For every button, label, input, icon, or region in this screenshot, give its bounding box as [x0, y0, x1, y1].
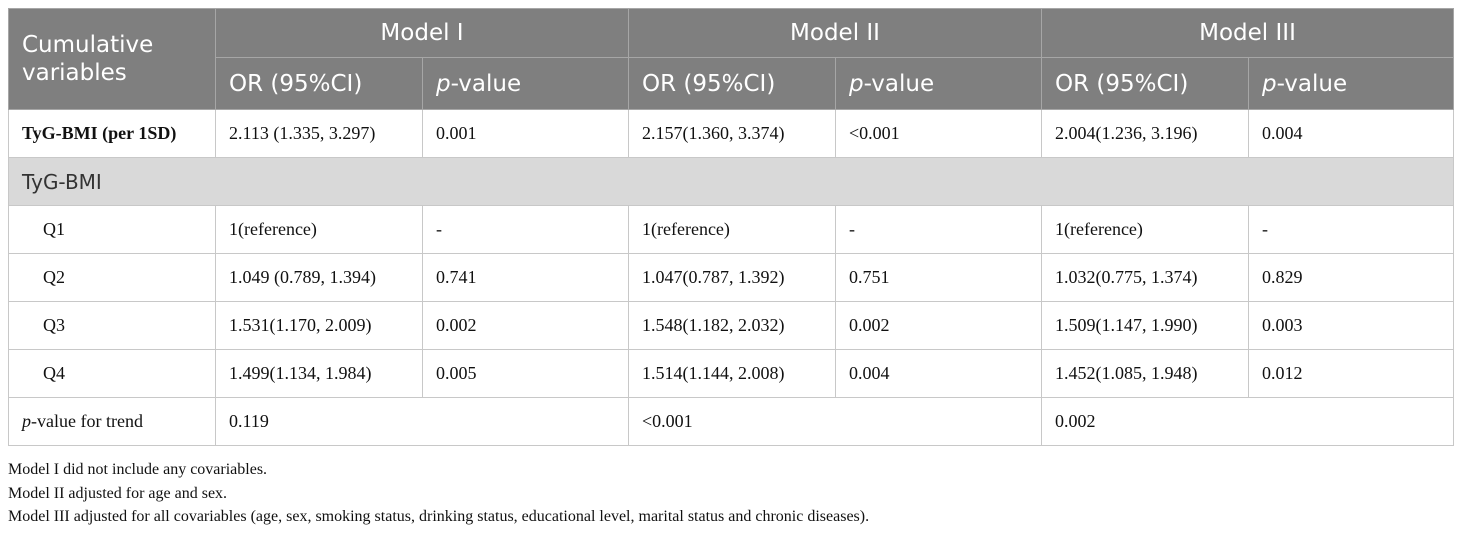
p-value-header-model-1: p-value [422, 57, 629, 110]
p-cell: 0.004 [835, 349, 1042, 398]
table-row-q2: Q2 1.049 (0.789, 1.394) 0.741 1.047(0.78… [8, 253, 1454, 302]
p-italic: p [22, 411, 31, 431]
or-cell: 1(reference) [1041, 205, 1249, 254]
p-suffix: -value [450, 70, 522, 97]
footnotes: Model I did not include any covariables.… [8, 458, 869, 529]
trend-value-model-1: 0.119 [215, 397, 629, 446]
or-cell: 2.157(1.360, 3.374) [628, 109, 836, 158]
or-cell: 1.049 (0.789, 1.394) [215, 253, 423, 302]
or-cell: 1(reference) [215, 205, 423, 254]
table-row-trend: p-value for trend 0.119 <0.001 0.002 [8, 397, 1454, 446]
or-cell: 1.509(1.147, 1.990) [1041, 301, 1249, 350]
trend-label-rest: -value for trend [31, 411, 143, 431]
row-label: Q4 [8, 349, 216, 398]
p-suffix: -value [1276, 70, 1348, 97]
or-cell: 2.113 (1.335, 3.297) [215, 109, 423, 158]
model-2-header: Model II [628, 8, 1042, 58]
row-label: TyG-BMI (per 1SD) [8, 109, 216, 158]
cumulative-header-line1: Cumulative [22, 32, 154, 58]
or-cell: 1.499(1.134, 1.984) [215, 349, 423, 398]
p-value-header-model-3: p-value [1248, 57, 1454, 110]
p-cell: 0.005 [422, 349, 629, 398]
row-label: Q2 [8, 253, 216, 302]
p-cell: 0.751 [835, 253, 1042, 302]
footnote-model-2: Model II adjusted for age and sex. [8, 484, 228, 502]
p-cell: 0.012 [1248, 349, 1454, 398]
trend-value-model-3: 0.002 [1041, 397, 1454, 446]
footnote-model-3: Model III adjusted for all covariables (… [8, 508, 870, 525]
footnote-model-1: Model I did not include any covariables. [8, 461, 268, 478]
p-italic: p [1262, 70, 1277, 97]
p-cell: <0.001 [835, 109, 1042, 158]
table-header: Cumulative variables Model I Model II Mo… [8, 8, 1454, 110]
or-cell: 1.531(1.170, 2.009) [215, 301, 423, 350]
p-cell: 0.829 [1248, 253, 1454, 302]
or-header-model-3: OR (95%CI) [1041, 57, 1249, 110]
p-cell: 0.741 [422, 253, 629, 302]
cumulative-header-line2: variables [22, 60, 127, 86]
p-cell: - [835, 205, 1042, 254]
results-table: Cumulative variables Model I Model II Mo… [8, 8, 1454, 446]
p-cell: - [422, 205, 629, 254]
row-label: Q1 [8, 205, 216, 254]
table-row-q3: Q3 1.531(1.170, 2.009) 0.002 1.548(1.182… [8, 301, 1454, 350]
section-label: TyG-BMI [8, 157, 1454, 206]
or-header-model-1: OR (95%CI) [215, 57, 423, 110]
p-italic: p [849, 70, 864, 97]
table-row-per-sd: TyG-BMI (per 1SD) 2.113 (1.335, 3.297) 0… [8, 109, 1454, 158]
row-label: Q3 [8, 301, 216, 350]
trend-value-model-2: <0.001 [628, 397, 1042, 446]
or-cell: 1.548(1.182, 2.032) [628, 301, 836, 350]
or-cell: 1.047(0.787, 1.392) [628, 253, 836, 302]
p-value-header-model-2: p-value [835, 57, 1042, 110]
p-cell: 0.001 [422, 109, 629, 158]
p-cell: 0.003 [1248, 301, 1454, 350]
row-label: p-value for trend [8, 397, 216, 446]
p-cell: 0.002 [835, 301, 1042, 350]
p-italic: p [436, 70, 451, 97]
cumulative-variables-header: Cumulative variables [8, 8, 216, 110]
section-row-tyg-bmi: TyG-BMI [8, 157, 1454, 206]
table-row-q1: Q1 1(reference) - 1(reference) - 1(refer… [8, 205, 1454, 254]
table-row-q4: Q4 1.499(1.134, 1.984) 0.005 1.514(1.144… [8, 349, 1454, 398]
or-cell: 1.452(1.085, 1.948) [1041, 349, 1249, 398]
model-3-header: Model III [1041, 8, 1454, 58]
or-cell: 1(reference) [628, 205, 836, 254]
or-cell: 1.514(1.144, 2.008) [628, 349, 836, 398]
model-1-header: Model I [215, 8, 629, 58]
or-header-model-2: OR (95%CI) [628, 57, 836, 110]
p-cell: 0.002 [422, 301, 629, 350]
or-cell: 1.032(0.775, 1.374) [1041, 253, 1249, 302]
p-cell: 0.004 [1248, 109, 1454, 158]
p-suffix: -value [863, 70, 935, 97]
or-cell: 2.004(1.236, 3.196) [1041, 109, 1249, 158]
p-cell: - [1248, 205, 1454, 254]
